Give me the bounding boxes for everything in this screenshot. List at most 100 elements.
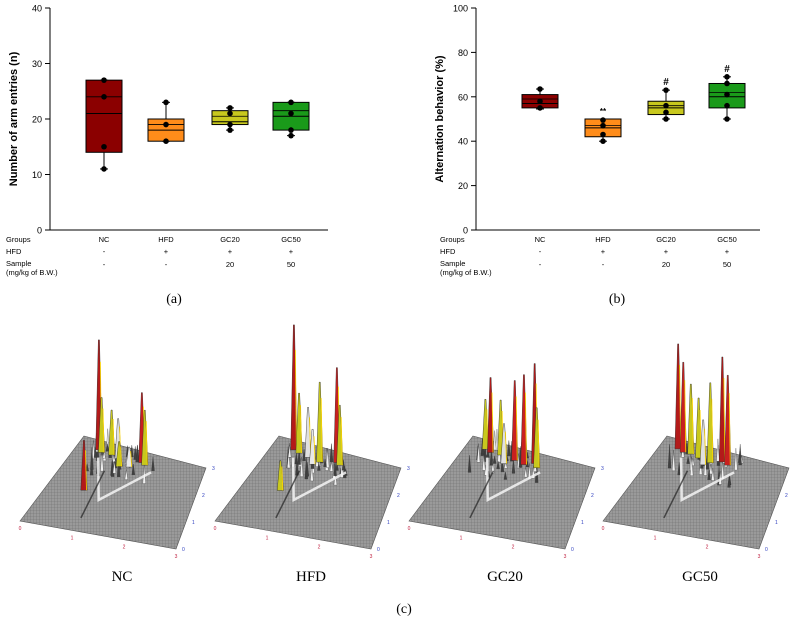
x-tick-label: 2 — [123, 545, 126, 551]
data-point — [724, 102, 730, 109]
box-GC50 — [272, 99, 310, 139]
peak-spike — [520, 374, 528, 465]
noise-spike — [93, 447, 98, 458]
noise-spike — [112, 454, 116, 463]
group-label: GC50 — [682, 569, 718, 585]
trough-path — [679, 457, 735, 502]
x-tick-label: 0 — [214, 526, 217, 532]
y-tick-label: 10 — [32, 170, 42, 180]
significance-mark: # — [663, 77, 669, 88]
data-point — [288, 99, 294, 106]
peak-highlight — [120, 446, 123, 467]
box-NC — [85, 77, 123, 172]
peak-spike — [98, 397, 105, 453]
peak-highlight — [691, 398, 694, 455]
peak-spike — [316, 381, 324, 463]
peak-spike — [115, 441, 123, 467]
peak-spike — [674, 343, 682, 450]
x-tick-label: NC — [99, 235, 110, 244]
x-tick-label: 3 — [758, 554, 761, 560]
data-point — [288, 132, 294, 139]
noise-spike — [734, 448, 738, 471]
noise-spike — [287, 444, 292, 458]
x-tick-label: 0 — [602, 526, 605, 532]
box-HFD — [147, 99, 185, 144]
x-tick-label: GC50 — [717, 235, 737, 244]
data-point — [724, 116, 730, 122]
x-tick-label: NC — [535, 235, 546, 244]
box-HFD: ** — [584, 107, 622, 144]
y-tick-label: 2 — [785, 493, 788, 499]
row-label-hfd: HFD — [6, 247, 22, 256]
y-tick-label: 60 — [458, 92, 468, 102]
noise-spike — [310, 463, 314, 482]
peak-spike — [80, 440, 88, 491]
y-tick-label: 100 — [453, 4, 468, 14]
peak-highlight — [295, 349, 297, 450]
peak-spike — [695, 397, 703, 459]
x-tick-label: GC20 — [220, 235, 240, 244]
x-tick-label: HFD — [158, 235, 174, 244]
peak-spike — [304, 407, 312, 458]
data-point — [101, 143, 107, 150]
noise-spike — [489, 448, 494, 466]
peak-spike — [533, 407, 541, 468]
data-point — [724, 80, 730, 87]
data-point — [663, 102, 669, 109]
peak-spike — [706, 382, 714, 463]
data-point — [663, 116, 669, 122]
surface-panel-GC50: 01230123GC50 — [602, 343, 790, 585]
peak-spike — [125, 446, 133, 468]
noise-spike — [100, 449, 104, 472]
trough-path — [291, 457, 347, 502]
y-tick-label: 1 — [387, 520, 390, 526]
significance-mark: # — [724, 64, 730, 75]
noise-spike — [481, 445, 485, 455]
data-point — [724, 74, 730, 80]
y-tick-label: 20 — [32, 115, 42, 125]
peak-highlight — [340, 417, 343, 466]
noise-spike — [467, 455, 472, 473]
peak-highlight — [281, 466, 284, 491]
hfd-cell: + — [228, 247, 233, 256]
peak-spike — [309, 429, 316, 465]
peak-highlight — [728, 393, 731, 466]
noise-spike — [504, 462, 508, 469]
y-tick-label: 3 — [212, 466, 215, 472]
noise-spike — [333, 459, 337, 476]
peak-spike — [718, 356, 726, 463]
x-tick-label: 2 — [318, 545, 321, 551]
y-tick-label: 2 — [397, 493, 400, 499]
peak-highlight — [130, 451, 133, 468]
noise-spike — [133, 446, 137, 460]
y-tick-label: 3 — [601, 466, 604, 472]
row-label-sample: Sample — [6, 259, 31, 268]
noise-spike — [711, 468, 715, 481]
x-tick-label: GC50 — [281, 235, 301, 244]
noise-spike — [323, 459, 327, 467]
y-tick-label: 2 — [591, 493, 594, 499]
noise-spike — [492, 455, 497, 464]
panel-label: (b) — [609, 292, 626, 307]
noise-spike — [124, 469, 129, 480]
noise-spike — [527, 463, 532, 480]
trough-dark — [80, 470, 106, 519]
hfd-cell: + — [601, 247, 606, 256]
significance-mark: ** — [600, 107, 607, 116]
peak-spike — [276, 460, 284, 491]
noise-spike — [667, 444, 672, 469]
peak-highlight — [102, 408, 105, 453]
noise-spike — [151, 456, 155, 471]
group-label: HFD — [296, 569, 326, 585]
trough-dark — [275, 470, 301, 519]
x-tick-label: 0 — [19, 526, 22, 532]
chart-b: 0 20 40 60 80 100 Alternation behavior (%) ** # #… — [434, 4, 760, 307]
peak-highlight — [537, 419, 540, 468]
data-point — [163, 121, 169, 128]
hfd-cell: + — [664, 247, 669, 256]
data-point — [163, 138, 169, 144]
data-point — [724, 91, 730, 98]
noise-spike — [496, 461, 500, 469]
data-point — [227, 105, 233, 111]
